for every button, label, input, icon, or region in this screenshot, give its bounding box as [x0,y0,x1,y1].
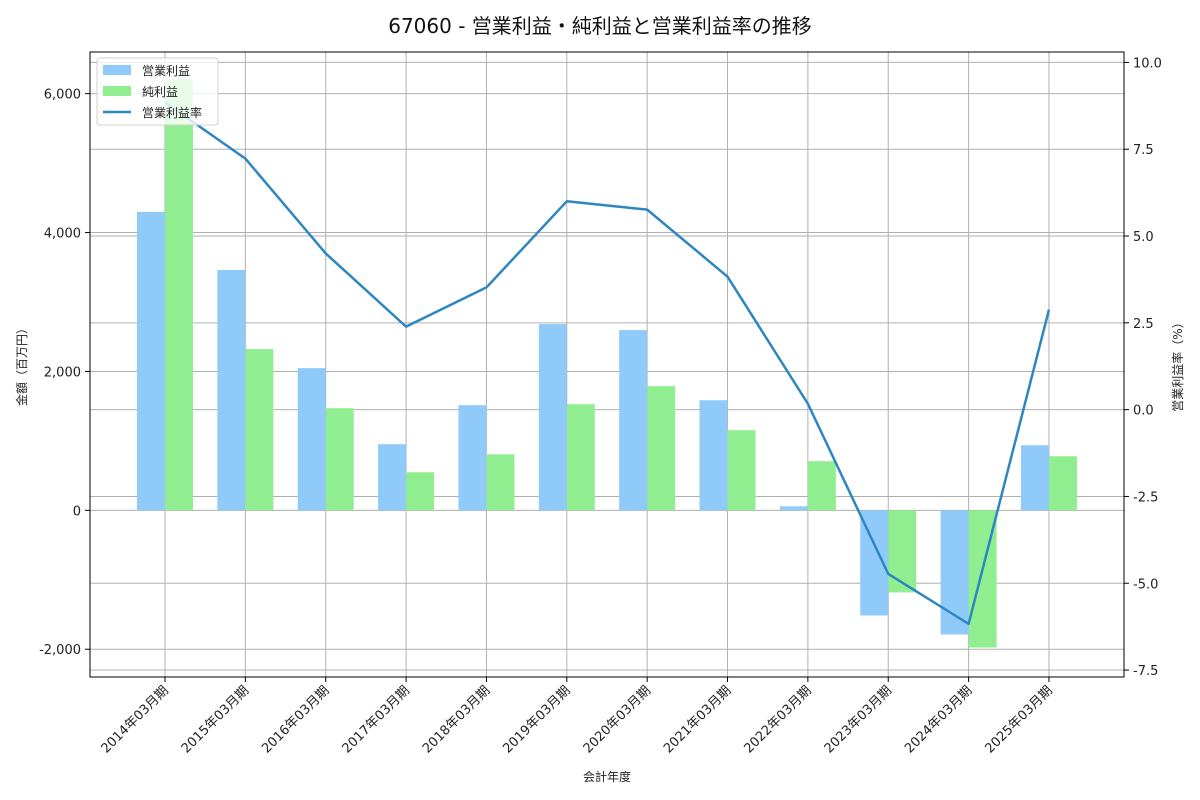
bar-operating-profit [137,211,165,511]
bar-net-profit [807,461,836,511]
bar-operating-profit [699,400,728,511]
chart-title: 67060 - 営業利益・純利益と営業利益率の推移 [388,14,812,38]
x-axis-title: 会計年度 [583,769,631,784]
y2-tick-label: 7.5 [1133,143,1154,158]
legend-label: 純利益 [142,85,178,99]
line-series [164,101,1051,626]
bar-operating-profit [779,506,808,511]
y2-tick-label: 10.0 [1133,56,1162,71]
plot-frame [89,51,1125,678]
bar-net-profit [727,430,756,511]
bar-series [137,79,1077,648]
y-tick-label: 6,000 [44,88,81,103]
x-axis: 2014年03月期 2015年03月期 2016年03月期 2017年03月期 2018… [99,677,1056,757]
y2-tick-label: -5.0 [1133,577,1158,592]
x-tick-label: 2020年03月期 [581,683,654,756]
y-tick-label: -2,000 [39,643,81,658]
x-tick-label: 2015年03月期 [179,683,252,756]
bar-operating-profit [458,405,487,511]
y-tick-label: 2,000 [44,365,81,380]
legend-swatch [103,86,131,96]
x-tick-label: 2021年03月期 [661,683,734,756]
bar-net-profit [888,510,917,593]
bar-net-profit [566,404,595,511]
bar-net-profit [325,408,354,511]
bar-operating-profit [619,330,648,511]
bar-operating-profit [378,444,407,511]
x-tick-label: 2023年03月期 [822,683,895,756]
x-tick-label: 2014年03月期 [99,683,172,756]
y2-tick-label: 0.0 [1133,404,1154,419]
left-axis-title: 金額（百万円） [14,322,29,406]
y2-tick-label: -7.5 [1133,664,1158,679]
legend-label: 営業利益 [142,64,190,78]
left-y-axis: -2,000 0 2,000 4,000 6,000 [39,88,90,658]
y2-tick-label: 5.0 [1133,230,1154,245]
bar-net-profit [647,386,676,511]
right-axis-title: 営業利益率（%） [1170,316,1185,411]
bar-net-profit [245,349,274,511]
legend-swatch [103,65,131,75]
right-y-axis: -7.5 -5.0 -2.5 0.0 2.5 5.0 7.5 10.0 [1124,56,1162,679]
x-tick-label: 2018年03月期 [420,683,493,756]
bar-operating-profit [538,324,567,511]
bar-net-profit [486,454,515,511]
y-tick-label: 4,000 [44,227,81,242]
bar-operating-profit [217,269,246,511]
x-tick-label: 2024年03月期 [902,683,975,756]
x-tick-label: 2025年03月期 [983,683,1056,756]
x-tick-label: 2016年03月期 [259,683,332,756]
x-tick-label: 2017年03月期 [340,683,413,756]
bar-operating-profit [1020,445,1049,511]
y2-tick-label: -2.5 [1133,490,1158,505]
operating-margin-line [164,101,1051,626]
y2-tick-label: 2.5 [1133,317,1154,332]
legend-label: 営業利益率 [142,105,202,120]
bar-net-profit [165,79,193,511]
bar-operating-profit [297,368,326,511]
x-tick-label: 2022年03月期 [741,683,814,756]
bar-net-profit [1048,456,1077,511]
bar-net-profit [406,472,435,511]
x-tick-label: 2019年03月期 [500,683,573,756]
y-tick-label: 0 [73,504,81,519]
